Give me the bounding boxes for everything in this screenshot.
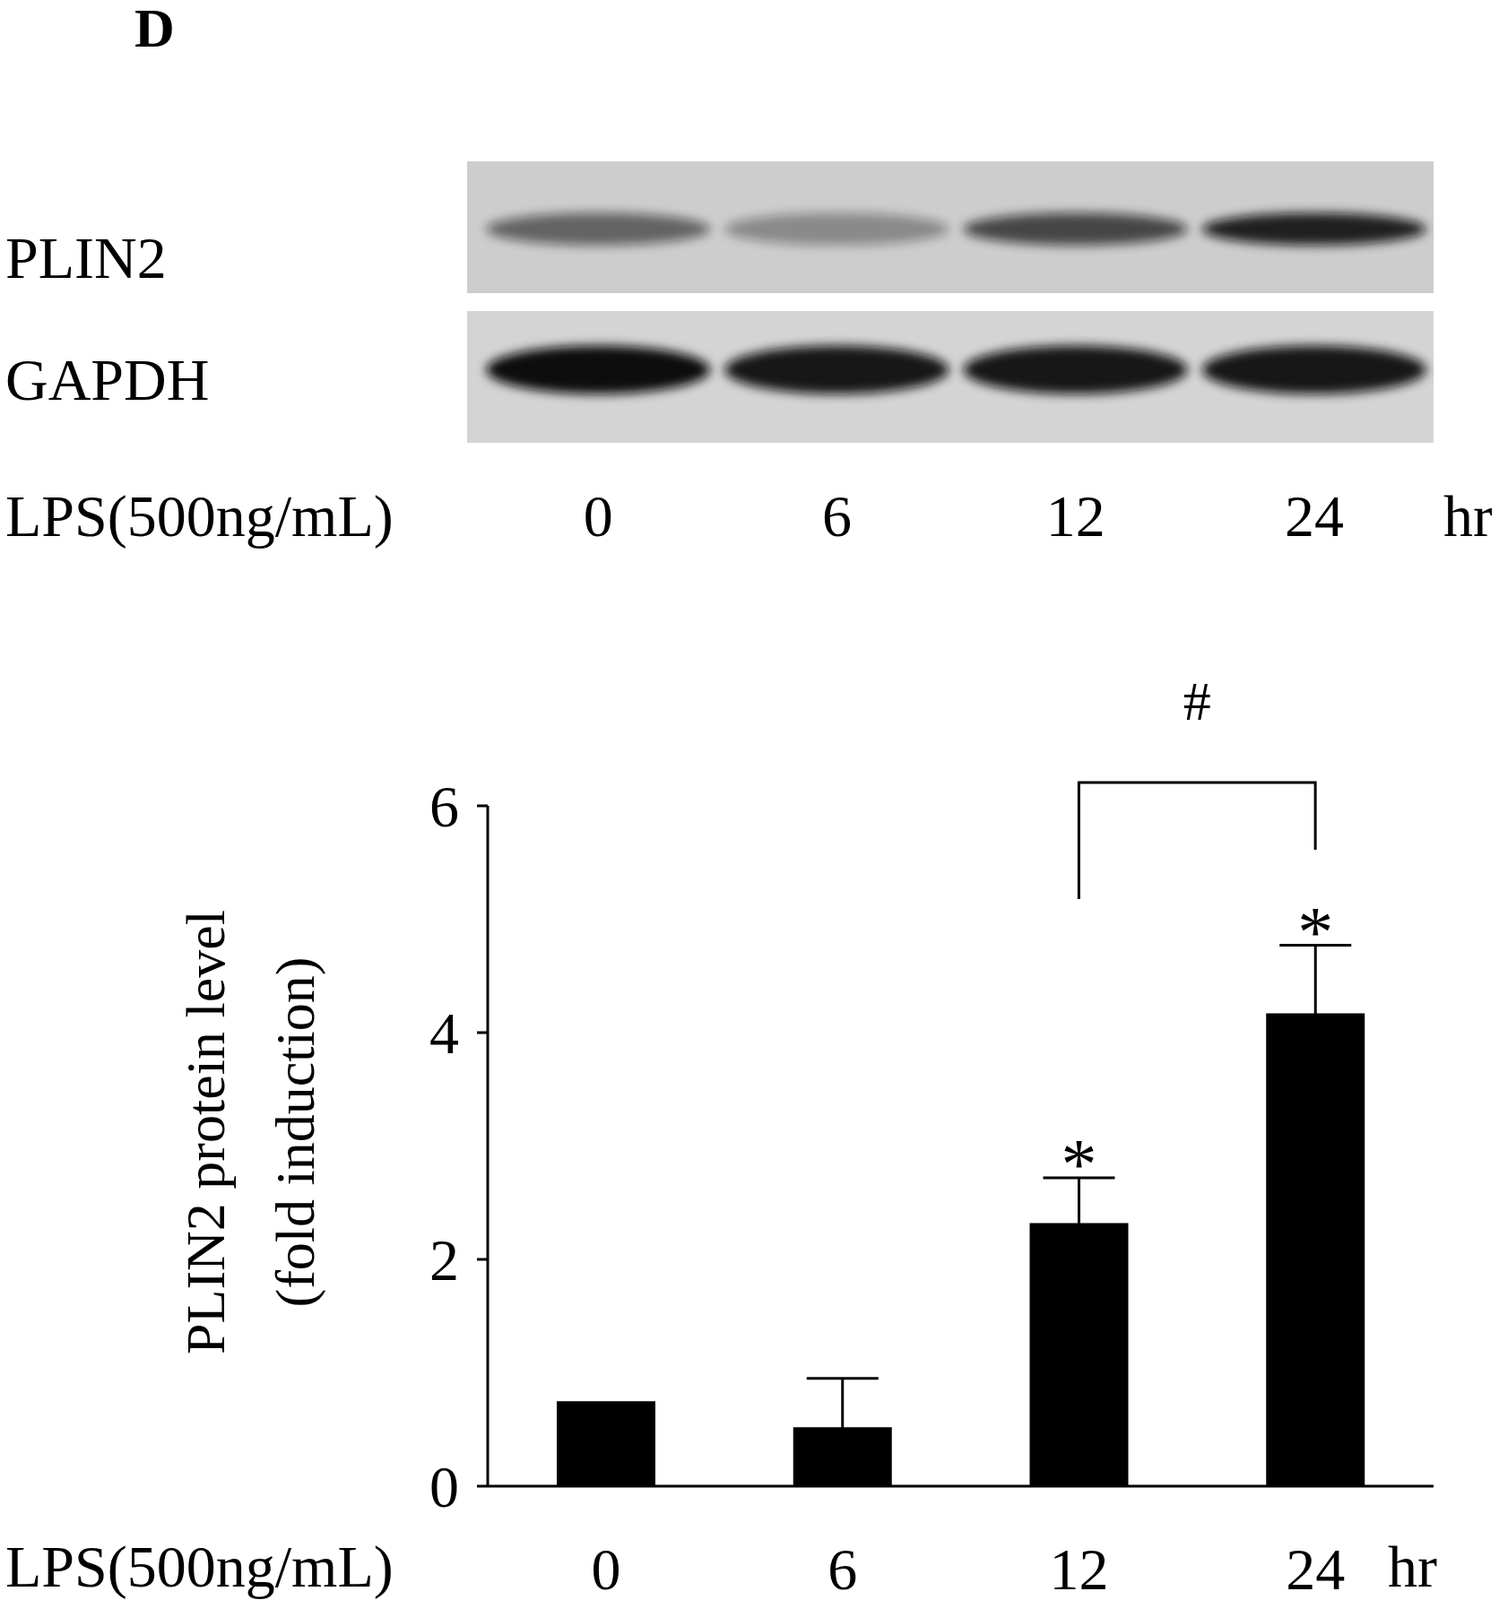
svg-text:LPS(500ng/mL): LPS(500ng/mL) (7, 1533, 394, 1600)
svg-text:GAPDH: GAPDH (7, 346, 209, 413)
svg-text:12: 12 (1048, 1536, 1109, 1600)
svg-text:2: 2 (429, 1227, 460, 1293)
svg-text:#: # (1183, 670, 1212, 732)
svg-text:PLIN2 protein level: PLIN2 protein level (174, 909, 236, 1355)
svg-text:0: 0 (583, 483, 614, 549)
svg-text:6: 6 (429, 773, 460, 840)
svg-text:(fold induction): (fold induction) (264, 957, 327, 1309)
svg-text:6: 6 (827, 1536, 858, 1600)
svg-text:24: 24 (1285, 1536, 1345, 1600)
svg-text:6: 6 (822, 483, 852, 549)
svg-text:*: * (1060, 1125, 1097, 1205)
svg-text:PLIN2: PLIN2 (7, 225, 167, 291)
svg-text:*: * (1297, 892, 1334, 972)
svg-text:4: 4 (429, 1000, 460, 1066)
svg-text:12: 12 (1046, 483, 1106, 549)
svg-text:hr: hr (1443, 483, 1492, 549)
svg-text:0: 0 (590, 1536, 621, 1600)
svg-text:hr: hr (1387, 1533, 1438, 1600)
svg-text:D: D (134, 7, 175, 59)
svg-text:0: 0 (429, 1454, 460, 1520)
svg-text:LPS(500ng/mL): LPS(500ng/mL) (7, 483, 394, 550)
svg-text:24: 24 (1284, 483, 1344, 549)
